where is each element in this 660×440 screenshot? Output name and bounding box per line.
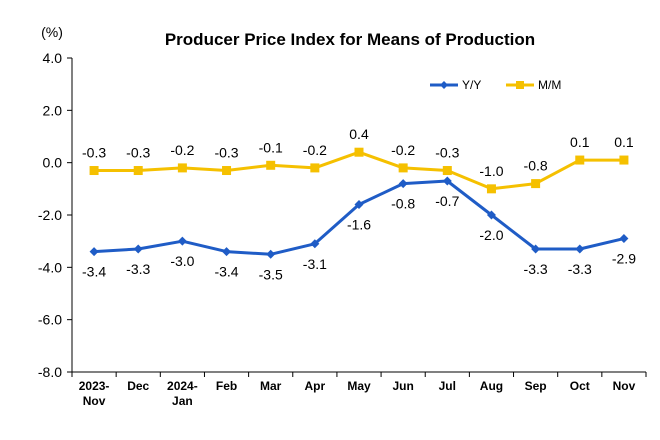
chart-title: Producer Price Index for Means of Produc…	[165, 30, 535, 49]
data-point-marker	[133, 166, 143, 176]
x-tick-label: Nov	[83, 394, 106, 408]
data-label: -0.8	[391, 196, 415, 212]
data-label: -0.1	[259, 139, 283, 155]
series-markers	[89, 147, 629, 259]
data-point-marker	[133, 244, 143, 254]
data-point-marker	[398, 179, 408, 189]
data-point-marker	[531, 244, 541, 254]
data-label: -0.7	[435, 193, 459, 209]
data-label: -1.0	[479, 163, 503, 179]
y-tick-label: -8.0	[38, 364, 62, 380]
y-tick-label: 0.0	[43, 155, 63, 171]
x-tick-label: Dec	[127, 379, 149, 393]
data-label: -3.1	[303, 256, 327, 272]
data-label: -0.3	[435, 145, 459, 161]
data-point-marker	[222, 247, 232, 257]
x-tick-label: Feb	[216, 379, 237, 393]
data-label: -3.5	[259, 266, 283, 282]
data-label: -0.2	[170, 142, 194, 158]
y-tick-label: -4.0	[38, 259, 62, 275]
y-tick-label: -6.0	[38, 312, 62, 328]
data-label: -1.6	[347, 217, 371, 233]
x-tick-label: Sep	[525, 379, 547, 393]
data-point-marker	[575, 155, 585, 165]
data-point-marker	[575, 244, 585, 254]
data-label: -3.3	[126, 261, 150, 277]
data-point-marker	[354, 200, 364, 210]
data-point-marker	[486, 184, 496, 194]
data-label: -3.4	[82, 264, 106, 280]
data-label: 0.4	[349, 126, 369, 142]
data-point-marker	[266, 160, 276, 170]
x-tick-label: Jun	[392, 379, 413, 393]
data-point-marker	[442, 166, 452, 176]
data-point-marker	[222, 166, 232, 176]
data-point-marker	[310, 163, 320, 173]
data-point-marker	[619, 234, 629, 244]
data-point-marker	[486, 210, 496, 220]
data-point-marker	[531, 179, 541, 189]
data-label: -0.3	[82, 145, 106, 161]
data-label: -0.3	[214, 145, 238, 161]
x-tick-label: Aug	[480, 379, 503, 393]
data-point-marker	[177, 236, 187, 246]
data-point-marker	[266, 249, 276, 259]
data-label: -3.3	[568, 261, 592, 277]
y-tick-label: 2.0	[43, 102, 63, 118]
x-tick-label: 2024-	[167, 379, 198, 393]
x-tick-label: Jan	[172, 394, 193, 408]
x-tick-label: 2023-	[79, 379, 110, 393]
legend-marker	[516, 81, 524, 89]
data-label: -0.3	[126, 145, 150, 161]
data-point-marker	[89, 166, 99, 176]
data-point-marker	[398, 163, 408, 173]
data-label: -0.8	[524, 158, 548, 174]
data-label: 0.1	[614, 134, 634, 150]
data-point-marker	[354, 147, 364, 157]
x-tick-label: Jul	[439, 379, 456, 393]
data-point-marker	[442, 176, 452, 186]
x-tick-label: Nov	[613, 379, 636, 393]
data-point-marker	[310, 239, 320, 249]
data-label: -0.2	[303, 142, 327, 158]
legend-label: M/M	[538, 78, 561, 92]
data-point-marker	[177, 163, 187, 173]
x-tick-label: May	[347, 379, 371, 393]
x-tick-label: Apr	[305, 379, 326, 393]
legend-label: Y/Y	[462, 78, 481, 92]
data-label: 0.1	[570, 134, 590, 150]
legend: Y/Y M/M	[430, 78, 561, 92]
data-label: -3.3	[524, 261, 548, 277]
data-point-marker	[89, 247, 99, 257]
data-point-marker	[619, 155, 629, 165]
data-label: -3.4	[214, 264, 238, 280]
x-tick-label: Mar	[260, 379, 282, 393]
data-labels: -0.3 -0.3 -0.2 -0.3 -0.1 -0.2 0.4 -0.2 -0.3 -1.0 -…	[82, 126, 636, 282]
x-tick-label: Oct	[570, 379, 590, 393]
data-label: -0.2	[391, 142, 415, 158]
data-label: -3.0	[170, 253, 194, 269]
y-tick-label: -2.0	[38, 207, 62, 223]
data-label: -2.9	[612, 251, 636, 267]
y-axis-ticks: 4.0 2.0 0.0 -2.0 -4.0 -6.0 -8.0	[38, 50, 72, 380]
data-label: -2.0	[479, 227, 503, 243]
legend-marker	[440, 81, 448, 89]
y-axis-unit-label: (%)	[41, 24, 63, 40]
y-tick-label: 4.0	[43, 50, 63, 66]
